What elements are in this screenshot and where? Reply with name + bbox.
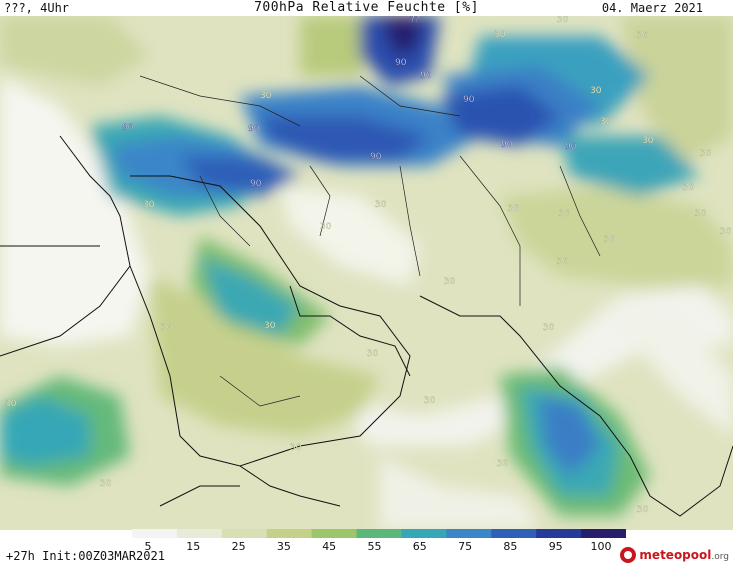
- contour-label: 30: [642, 136, 654, 146]
- contour-label: 30: [700, 149, 712, 159]
- contour-label: 90: [501, 140, 513, 150]
- contour-label: 30: [320, 222, 332, 232]
- contour-label: 30: [375, 200, 387, 210]
- colorbar-tick-label: 15: [186, 540, 201, 553]
- colorbar-swatch: [311, 529, 358, 538]
- colorbar-swatch: [221, 529, 268, 538]
- contour-label: 90: [420, 71, 432, 81]
- contour-label: 30: [637, 505, 649, 515]
- colorbar-tick-label: 25: [231, 540, 246, 553]
- colorbar-swatch: [491, 529, 537, 538]
- contour-label: 90: [565, 142, 577, 152]
- meteopool-logo[interactable]: meteopool.org: [620, 545, 729, 565]
- contour-label: 90: [250, 179, 262, 189]
- colorbar-swatch: [401, 529, 447, 538]
- contour-label: 30: [637, 31, 649, 41]
- contour-label: 90: [395, 58, 407, 68]
- colorbar-swatch: [132, 529, 178, 538]
- contour-label: 30: [559, 209, 571, 219]
- contour-label: 30: [590, 86, 602, 96]
- contour-label: 30: [497, 459, 509, 469]
- colorbar-tick-label: 5: [144, 540, 152, 553]
- contour-label: 30: [290, 443, 302, 453]
- contour-label: 30: [720, 227, 732, 237]
- contour-label: 90: [370, 152, 382, 162]
- valid-time-label: ???, 4Uhr: [4, 1, 70, 15]
- colorbar-swatch: [176, 529, 223, 538]
- logo-text: meteopool.org: [639, 548, 729, 562]
- contour-label: 30: [604, 235, 616, 245]
- colorbar-swatch: [356, 529, 402, 538]
- contour-label: 30: [508, 204, 520, 214]
- colorbar-tick-label: 100: [590, 540, 612, 553]
- contour-label: 90: [463, 95, 475, 105]
- contour-label: 30: [683, 183, 695, 193]
- contour-label: 30: [557, 16, 569, 25]
- contour-label: 90: [248, 124, 260, 134]
- humidity-colorbar: [132, 529, 626, 538]
- contour-label: 30: [100, 479, 112, 489]
- valid-date: 04. Maerz 2021: [601, 1, 703, 15]
- contour-label: ??: [410, 16, 420, 25]
- colorbar-tick-label: 75: [458, 540, 473, 553]
- colorbar-swatch: [536, 529, 582, 538]
- contour-label: 30: [367, 349, 379, 359]
- colorbar-swatch: [266, 529, 313, 538]
- contour-label: 30: [695, 209, 707, 219]
- contour-label: 30: [494, 30, 506, 40]
- colorbar-tick-label: 45: [322, 540, 337, 553]
- contour-label: 30: [543, 323, 555, 333]
- colorbar-swatch: [446, 529, 492, 538]
- colorbar-swatch: [581, 529, 626, 538]
- contour-labels: ?? 90 90 90 90 90 90 90 90 90 30 30 30 30 30 30 30 30 30 30…: [5, 16, 732, 515]
- map-title: 700hPa Relative Feuchte [%]: [254, 0, 479, 15]
- contour-label: 30: [424, 396, 436, 406]
- meteopool-logo-icon: [620, 547, 637, 563]
- humidity-field: [0, 16, 733, 530]
- colorbar-tick-label: 55: [367, 540, 382, 553]
- contour-label: 30: [444, 277, 456, 287]
- contour-label: 30: [557, 257, 569, 267]
- colorbar-tick-label: 85: [503, 540, 518, 553]
- colorbar-tick-label: 95: [548, 540, 563, 553]
- contour-label: 90: [122, 123, 134, 133]
- contour-label: 30: [143, 200, 155, 210]
- contour-label: 30: [5, 399, 17, 409]
- colorbar-tick-label: 65: [412, 540, 427, 553]
- forecast-run-label: +27h Init:00Z03MAR2021: [6, 549, 165, 563]
- humidity-map: ?? 90 90 90 90 90 90 90 90 90 30 30 30 30 30 30 30 30 30 30…: [0, 16, 733, 530]
- contour-label: 30: [161, 323, 173, 333]
- borders: [139, 75, 601, 407]
- colorbar-tick-label: 35: [276, 540, 291, 553]
- contour-label: 30: [260, 91, 272, 101]
- contour-label: 30: [600, 117, 612, 127]
- coastlines: [0, 135, 733, 517]
- contour-label: 30: [264, 321, 276, 331]
